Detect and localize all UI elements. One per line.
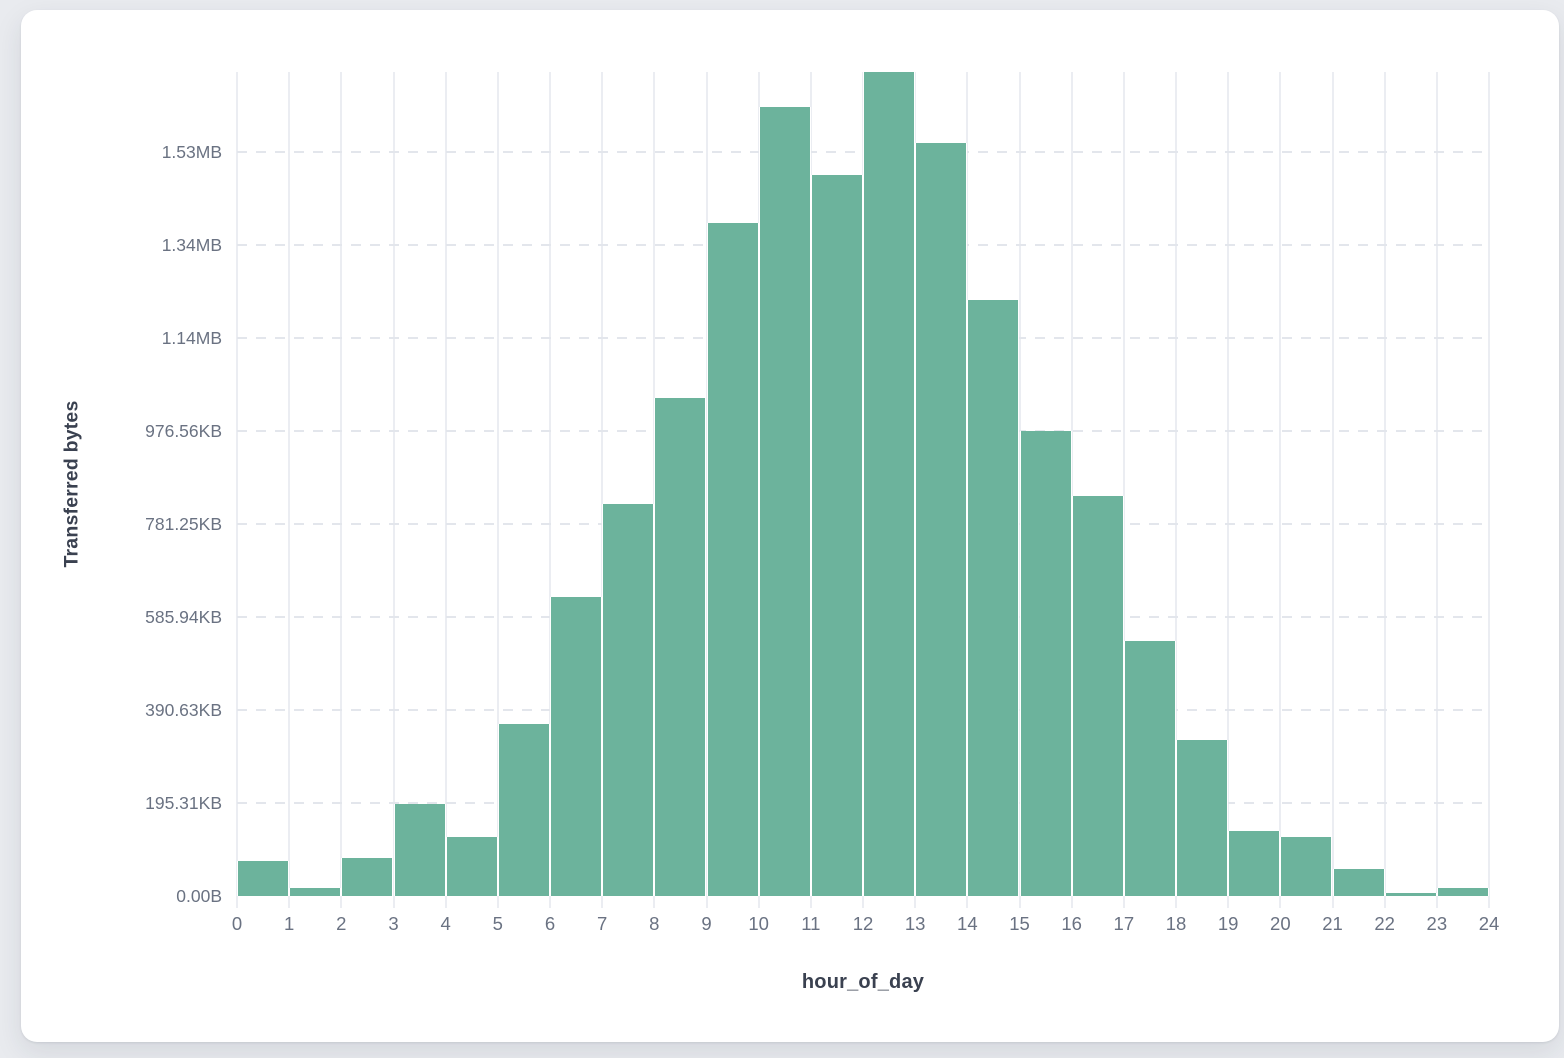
x-axis-tick-label: 17 (1113, 913, 1135, 934)
histogram-bar[interactable] (289, 888, 342, 896)
histogram-bar[interactable] (237, 861, 290, 896)
x-axis-tick-label: 1 (284, 913, 295, 934)
x-axis-tick-label: 22 (1374, 913, 1395, 934)
y-axis-tick-label: 390.63KB (145, 699, 222, 720)
histogram-bar[interactable] (393, 803, 446, 896)
y-axis-tick-label: 195.31KB (145, 792, 222, 813)
y-axis-tick-label: 1.14MB (161, 327, 222, 348)
histogram-bar[interactable] (550, 596, 603, 896)
x-axis-tick-label: 14 (957, 913, 978, 934)
vertical-gridline (1435, 72, 1438, 908)
y-axis-tick-label: 781.25KB (145, 513, 222, 534)
x-axis-tick-label: 24 (1478, 913, 1500, 934)
histogram-bar[interactable] (1384, 893, 1437, 896)
histogram-bar[interactable] (915, 142, 968, 896)
x-axis-tick-label: 11 (801, 913, 821, 934)
histogram-bar[interactable] (1019, 430, 1072, 896)
vertical-gridline (496, 72, 499, 908)
vertical-gridline (444, 72, 447, 908)
x-axis-tick-label: 10 (748, 913, 769, 934)
histogram-bar[interactable] (445, 836, 498, 896)
vertical-gridline (288, 72, 291, 908)
vertical-gridline (1227, 72, 1230, 908)
x-axis-tick-label: 4 (440, 913, 451, 934)
histogram-bar[interactable] (497, 724, 550, 896)
vertical-gridline (549, 72, 551, 908)
vertical-gridline (392, 72, 395, 908)
histogram-bar[interactable] (758, 106, 811, 896)
histogram-bar[interactable] (706, 222, 759, 896)
x-axis-tick-label: 9 (701, 913, 712, 934)
histogram-bar[interactable] (1228, 830, 1281, 896)
x-axis-tick-label: 16 (1061, 913, 1082, 934)
x-axis-tick-label: 20 (1270, 913, 1291, 934)
histogram-bar[interactable] (810, 174, 863, 896)
x-axis-tick-label: 7 (597, 913, 608, 934)
vertical-gridline (601, 72, 604, 908)
x-axis-title: hour_of_day (801, 971, 925, 993)
histogram-bar[interactable] (654, 397, 707, 896)
vertical-gridline (1383, 72, 1386, 908)
vertical-gridline (1122, 72, 1125, 908)
y-axis-tick-label: 976.56KB (145, 420, 222, 441)
histogram-bar[interactable] (602, 504, 655, 896)
vertical-gridline (1070, 72, 1073, 908)
vertical-gridline (1175, 72, 1177, 908)
x-axis-tick-label: 0 (231, 913, 243, 934)
histogram-plot-area (236, 72, 1490, 908)
vertical-gridline (236, 72, 238, 908)
vertical-gridline (1331, 72, 1334, 908)
x-axis-tick-label: 8 (649, 913, 660, 934)
histogram-bar[interactable] (967, 299, 1020, 896)
histogram-bar[interactable] (1176, 740, 1229, 896)
y-axis-tick-label: 585.94KB (145, 606, 222, 627)
x-axis-tick-label: 12 (852, 913, 874, 934)
x-axis-tick-label: 3 (388, 913, 399, 934)
x-axis-tick-label: 2 (336, 913, 347, 934)
x-axis-tick-label: 6 (544, 913, 556, 934)
y-axis-tick-label: 1.53MB (161, 141, 222, 162)
x-axis-tick-label: 21 (1322, 913, 1343, 934)
x-axis-tick-label: 18 (1165, 913, 1187, 934)
x-axis-tick-label: 13 (904, 913, 926, 934)
x-axis-tick-label: 5 (492, 913, 503, 934)
histogram-bar[interactable] (341, 857, 394, 896)
histogram-bar[interactable] (1280, 836, 1333, 896)
histogram-bar[interactable] (1123, 641, 1176, 896)
y-axis-tick-label: 0.00B (176, 886, 222, 906)
vertical-gridline (1279, 72, 1282, 908)
x-axis-tick-label: 19 (1217, 913, 1239, 934)
vertical-gridline (340, 72, 343, 908)
x-axis-tick-label: 23 (1426, 913, 1448, 934)
x-axis-tick-label: 15 (1009, 913, 1030, 934)
y-axis-tick-label: 1.34MB (161, 234, 222, 255)
vertical-gridline (1488, 72, 1490, 908)
histogram-bar[interactable] (863, 72, 916, 896)
histogram-bar[interactable] (1071, 495, 1124, 896)
histogram-bar[interactable] (1332, 869, 1385, 896)
histogram-bar[interactable] (1436, 888, 1489, 896)
